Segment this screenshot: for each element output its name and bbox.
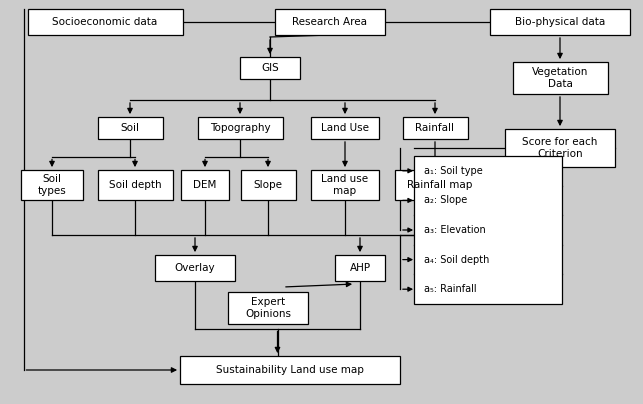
Bar	[180, 356, 400, 384]
Bar	[240, 57, 300, 79]
Bar	[240, 170, 296, 200]
Text: a₄: Soil depth: a₄: Soil depth	[424, 255, 489, 265]
Bar	[311, 117, 379, 139]
Bar	[28, 9, 183, 35]
Text: AHP: AHP	[349, 263, 370, 273]
Text: Score for each
Criterion: Score for each Criterion	[522, 137, 598, 159]
Text: Rainfall: Rainfall	[415, 123, 455, 133]
Bar	[181, 170, 229, 200]
Bar	[228, 292, 308, 324]
Text: Research Area: Research Area	[293, 17, 368, 27]
Bar	[21, 170, 83, 200]
Text: Slope: Slope	[253, 180, 282, 190]
Text: Rainfall map: Rainfall map	[407, 180, 473, 190]
Bar	[414, 156, 562, 304]
Text: Expert
Opinions: Expert Opinions	[245, 297, 291, 319]
Text: Soil: Soil	[120, 123, 140, 133]
Text: Topography: Topography	[210, 123, 270, 133]
Bar	[505, 129, 615, 167]
Text: Land Use: Land Use	[321, 123, 369, 133]
Bar	[403, 117, 467, 139]
Text: GIS: GIS	[261, 63, 279, 73]
Bar	[98, 117, 163, 139]
Text: Soil
types: Soil types	[38, 174, 66, 196]
Bar	[512, 62, 608, 94]
Text: DEM: DEM	[194, 180, 217, 190]
Text: Land use
map: Land use map	[322, 174, 368, 196]
Text: Overlay: Overlay	[175, 263, 215, 273]
Text: Soil depth: Soil depth	[109, 180, 161, 190]
Bar	[311, 170, 379, 200]
Bar	[335, 255, 385, 281]
Bar	[197, 117, 282, 139]
Text: a₅: Rainfall: a₅: Rainfall	[424, 284, 476, 294]
Bar	[98, 170, 172, 200]
Text: a₁: Soil type: a₁: Soil type	[424, 166, 483, 176]
Text: Bio-physical data: Bio-physical data	[515, 17, 605, 27]
Bar	[155, 255, 235, 281]
Text: Socioeconomic data: Socioeconomic data	[52, 17, 158, 27]
Bar	[275, 9, 385, 35]
Text: a₃: Elevation: a₃: Elevation	[424, 225, 485, 235]
Bar	[395, 170, 485, 200]
Bar	[490, 9, 630, 35]
Text: a₂: Slope: a₂: Slope	[424, 196, 467, 205]
Text: Sustainability Land use map: Sustainability Land use map	[216, 365, 364, 375]
Text: Vegetation
Data: Vegetation Data	[532, 67, 588, 89]
